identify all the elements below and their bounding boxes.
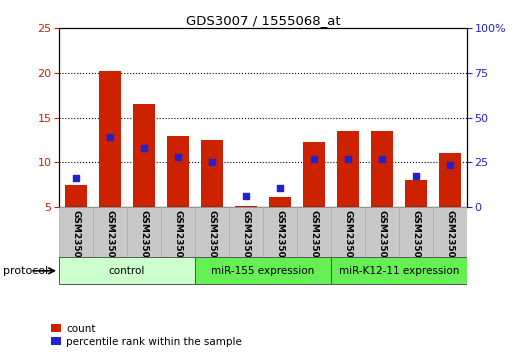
- Bar: [365, 207, 399, 257]
- Point: [242, 194, 250, 199]
- Point: [378, 156, 386, 162]
- Bar: [303, 142, 325, 207]
- Text: GSM235038: GSM235038: [207, 210, 216, 270]
- Point: [106, 135, 114, 140]
- Point: [276, 185, 284, 191]
- Point: [310, 156, 318, 162]
- Bar: [337, 131, 359, 207]
- Text: GSM235039: GSM235039: [242, 210, 250, 270]
- Bar: [127, 207, 161, 257]
- Bar: [331, 207, 365, 257]
- Bar: [371, 131, 393, 207]
- Text: GSM235048: GSM235048: [140, 210, 148, 270]
- Bar: [269, 197, 291, 207]
- Bar: [133, 104, 155, 207]
- Bar: [433, 207, 467, 257]
- Point: [344, 156, 352, 162]
- Point: [72, 175, 80, 181]
- Text: control: control: [109, 266, 145, 276]
- Point: [446, 162, 454, 168]
- Bar: [195, 257, 331, 284]
- Text: GSM235046: GSM235046: [71, 210, 81, 270]
- Bar: [65, 185, 87, 207]
- Bar: [229, 207, 263, 257]
- Text: GSM235049: GSM235049: [173, 210, 183, 270]
- Bar: [59, 257, 195, 284]
- Bar: [99, 71, 121, 207]
- Bar: [93, 207, 127, 257]
- Bar: [405, 180, 427, 207]
- Point: [174, 154, 182, 160]
- Text: miR-155 expression: miR-155 expression: [211, 266, 314, 276]
- Text: miR-K12-11 expression: miR-K12-11 expression: [339, 266, 459, 276]
- Bar: [297, 207, 331, 257]
- Point: [208, 160, 216, 165]
- Text: GSM235042: GSM235042: [343, 210, 352, 270]
- Bar: [59, 207, 93, 257]
- Text: GSM235041: GSM235041: [309, 210, 319, 270]
- Bar: [263, 207, 297, 257]
- Bar: [439, 154, 461, 207]
- Bar: [201, 140, 223, 207]
- Title: GDS3007 / 1555068_at: GDS3007 / 1555068_at: [186, 14, 340, 27]
- Text: GSM235044: GSM235044: [411, 210, 420, 270]
- Text: GSM235047: GSM235047: [106, 210, 114, 270]
- Text: GSM235040: GSM235040: [275, 210, 284, 270]
- Legend: count, percentile rank within the sample: count, percentile rank within the sample: [51, 324, 242, 347]
- Point: [140, 145, 148, 151]
- Text: GSM235043: GSM235043: [378, 210, 386, 270]
- Text: protocol: protocol: [3, 266, 48, 276]
- Bar: [331, 257, 467, 284]
- Bar: [195, 207, 229, 257]
- Bar: [167, 136, 189, 207]
- Bar: [399, 207, 433, 257]
- Point: [412, 173, 420, 179]
- Text: GSM235045: GSM235045: [445, 210, 455, 270]
- Bar: [161, 207, 195, 257]
- Bar: [235, 206, 257, 207]
